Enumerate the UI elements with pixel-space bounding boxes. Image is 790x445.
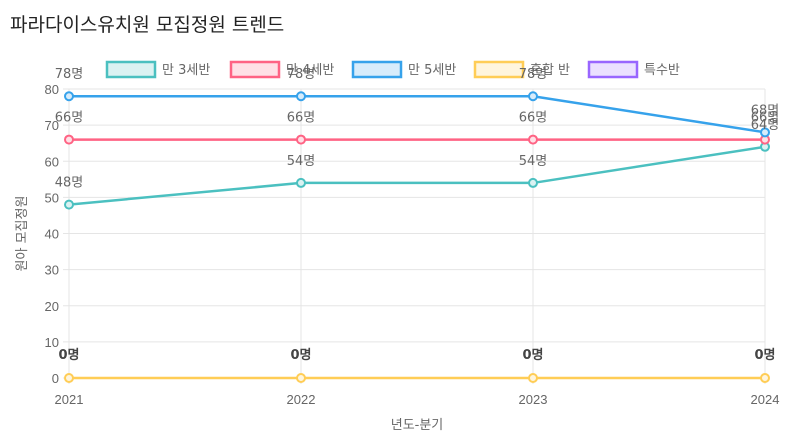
legend-label: 혼합 반 — [530, 63, 570, 78]
y-tick-label: 10 — [45, 335, 59, 350]
legend-item: 만 5세반 — [351, 60, 456, 79]
y-axis-label: 원아 모집정원 — [15, 196, 30, 272]
y-tick-label: 80 — [45, 82, 59, 97]
data-label: 54명 — [519, 154, 548, 169]
data-label: 66명 — [751, 111, 780, 126]
data-label: 0명 — [754, 347, 775, 363]
legend-swatch — [587, 60, 639, 79]
legend-item: 특수반 — [587, 60, 680, 79]
data-label: 0명 — [522, 347, 543, 363]
data-label: 78명 — [55, 67, 84, 82]
y-tick-label: 50 — [45, 190, 59, 205]
y-tick-label: 30 — [45, 263, 59, 278]
data-point — [528, 373, 538, 383]
data-label: 66명 — [55, 111, 84, 126]
data-point — [64, 373, 74, 383]
data-point — [528, 91, 538, 102]
data-point — [64, 91, 74, 102]
x-axis-label: 년도-분기 — [391, 418, 444, 433]
legend-label: 만 4세반 — [286, 63, 334, 78]
legend-label: 만 3세반 — [162, 63, 210, 78]
y-tick-label: 0 — [52, 371, 59, 386]
data-point — [760, 373, 770, 383]
data-label: 78명 — [519, 67, 548, 82]
legend-item: 만 4세반 — [229, 60, 334, 79]
data-label: 68명 — [751, 103, 780, 118]
y-tick-label: 70 — [45, 118, 59, 133]
data-point — [296, 134, 306, 145]
data-label: 66명 — [287, 111, 316, 126]
data-label: 48명 — [55, 176, 84, 191]
y-tick-label: 20 — [45, 299, 59, 314]
series-line — [69, 94, 766, 134]
data-point — [64, 134, 74, 145]
legend-label: 만 5세반 — [408, 63, 456, 78]
axes: 0 10 20 30 40 50 60 70 80 2021 2022 2023 2024 — [45, 82, 780, 407]
legend-swatch — [473, 60, 525, 79]
data-label: 78명 — [287, 67, 316, 82]
chart-title: 파라다이스유치원 모집정원 트렌드 — [10, 14, 285, 36]
legend-item: 만 3세반 — [105, 60, 210, 79]
x-tick-label: 2021 — [55, 392, 84, 407]
data-label: 0명 — [290, 347, 311, 363]
data-label: 0명 — [58, 347, 79, 363]
y-tick-label: 60 — [45, 154, 59, 169]
x-tick-label: 2023 — [519, 392, 548, 407]
data-point — [296, 91, 306, 102]
data-point — [528, 177, 538, 188]
legend-item: 혼합 반 — [473, 60, 570, 79]
data-point — [528, 134, 538, 145]
legend-swatch — [229, 60, 281, 79]
data-label: 66명 — [519, 111, 548, 126]
legend-swatch — [105, 60, 157, 79]
legend: 만 3세반 만 4세반 만 5세반 혼합 반 특수반 — [105, 60, 680, 79]
data-point — [296, 177, 306, 188]
x-tick-label: 2024 — [751, 392, 780, 407]
data-point — [296, 373, 306, 383]
series-lines — [64, 91, 770, 383]
y-tick-label: 40 — [45, 227, 59, 242]
x-tick-label: 2022 — [287, 392, 316, 407]
grid — [63, 88, 766, 384]
data-label: 64명 — [751, 118, 780, 133]
data-point — [64, 199, 74, 210]
legend-label: 특수반 — [644, 63, 680, 78]
data-label: 54명 — [287, 154, 316, 169]
series-line — [68, 145, 766, 206]
data-point — [760, 127, 770, 138]
legend-swatch — [351, 60, 403, 79]
